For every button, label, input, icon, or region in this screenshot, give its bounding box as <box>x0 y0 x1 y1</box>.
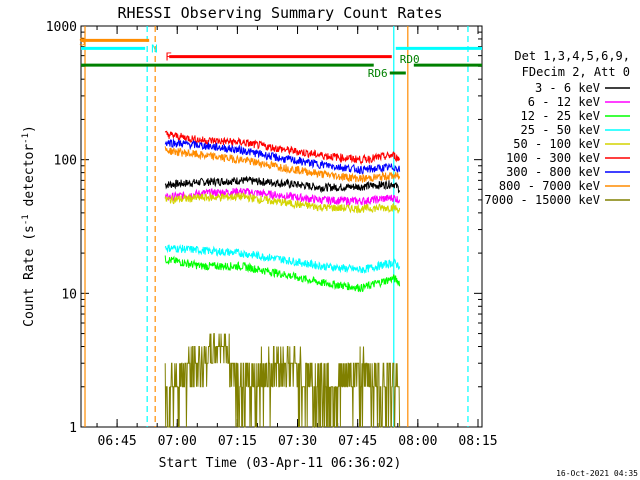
rd0-label: RD0 <box>400 53 420 66</box>
series-line <box>164 146 401 183</box>
legend-label: 25 - 50 keV <box>521 123 600 137</box>
y-axis-label: Count Rate (s-1 detector-1) <box>21 125 37 327</box>
ylabel-prefix: Count Rate (s <box>22 225 37 327</box>
timestamp: 16-Oct-2021 04:35 <box>556 469 638 478</box>
ylabel-sup2: -1 <box>21 133 31 144</box>
x-axis-label: Start Time (03-Apr-11 06:36:02) <box>159 456 402 471</box>
series-line <box>164 138 401 175</box>
legend-label: 300 - 800 keV <box>506 165 600 179</box>
legend-label: 12 - 25 keV <box>521 109 600 123</box>
y-tick-label: 1000 <box>46 20 77 35</box>
rd6-label: RD6 <box>368 67 388 80</box>
series-line <box>164 175 401 194</box>
legend-label: 7000 - 15000 keV <box>484 193 600 207</box>
y-tick-label: 10 <box>61 287 77 302</box>
series-line <box>164 187 401 206</box>
series-line <box>164 333 401 428</box>
y-tick-label: 100 <box>54 154 77 169</box>
ylabel-sup: -1 <box>21 214 31 225</box>
chart-title: RHESSI Observing Summary Count Rates <box>117 4 442 22</box>
x-tick-label: 08:00 <box>398 434 437 449</box>
legend-header-line-2: FDecim 2, Att 0 <box>522 65 630 79</box>
night-label: N <box>151 42 158 55</box>
ylabel-suffix: detector <box>22 144 37 215</box>
legend-label: 800 - 7000 keV <box>499 179 600 193</box>
x-tick-label: 07:15 <box>218 434 257 449</box>
x-tick-label: 07:30 <box>278 434 317 449</box>
series-line <box>164 244 401 275</box>
legend-label: 6 - 12 keV <box>528 95 600 109</box>
x-tick-label: 07:45 <box>338 434 377 449</box>
saa-label: S <box>79 35 86 48</box>
series-line <box>164 255 401 293</box>
x-tick-label: 07:00 <box>158 434 197 449</box>
flare-label: F <box>165 51 172 64</box>
svg-text:Count Rate (s-1 detector-1): Count Rate (s-1 detector-1) <box>21 125 37 327</box>
series-line <box>164 130 401 165</box>
y-tick-label: 1 <box>69 421 77 436</box>
legend-label: 50 - 100 keV <box>513 137 600 151</box>
plot-frame <box>80 25 483 428</box>
legend-label: 3 - 6 keV <box>535 81 600 95</box>
ylabel-close: ) <box>22 125 37 133</box>
legend-header-line-1: Det 1,3,4,5,6,9, <box>514 49 630 63</box>
x-tick-label: 08:15 <box>458 434 497 449</box>
legend-label: 100 - 300 keV <box>506 151 600 165</box>
series-line <box>164 191 401 214</box>
x-tick-label: 06:45 <box>98 434 137 449</box>
